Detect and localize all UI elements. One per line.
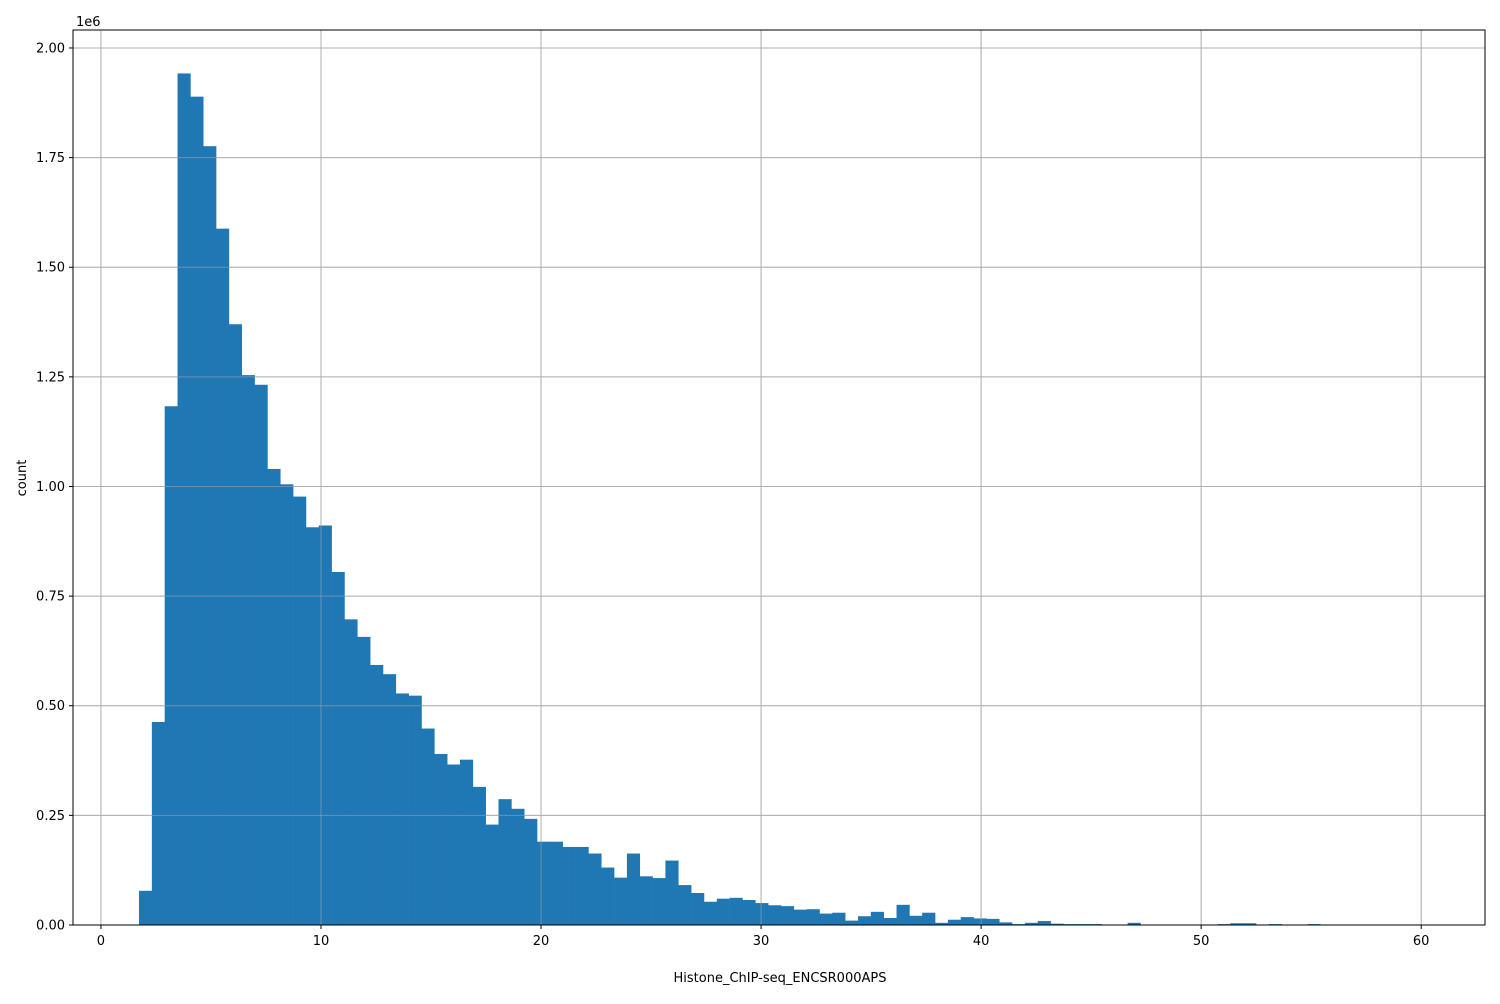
histogram-bar <box>1127 922 1141 925</box>
y-tick-label: 1.00 <box>36 480 65 495</box>
y-tick-label: 0.25 <box>36 809 65 824</box>
histogram-bar <box>447 764 461 925</box>
histogram-bar <box>999 922 1013 925</box>
x-tick-label: 50 <box>1193 934 1210 949</box>
y-tick-label: 0.50 <box>36 699 65 714</box>
y-axis-ticks: 0.00 0.25 0.50 0.75 1.00 1.25 1.50 1.75 2.00 <box>36 41 73 934</box>
histogram-bar <box>370 664 384 925</box>
y-tick-label: 1.50 <box>36 261 65 276</box>
histogram-bar <box>588 853 602 925</box>
histogram-bar <box>575 846 589 925</box>
histogram-bar <box>935 922 949 925</box>
histogram-bar <box>973 918 987 925</box>
histogram-bar <box>305 527 320 925</box>
histogram-bar <box>716 898 730 925</box>
x-tick-label: 20 <box>533 934 550 949</box>
histogram-bar <box>845 920 859 925</box>
y-tick-label: 0.00 <box>36 919 65 934</box>
histogram-bar <box>254 384 268 926</box>
histogram-bar <box>870 911 884 925</box>
histogram-bar <box>626 853 641 925</box>
histogram-bar <box>241 375 255 925</box>
histogram-bar <box>614 877 628 925</box>
histogram-bar <box>511 808 525 925</box>
histogram-bar <box>280 484 294 925</box>
histogram-bar <box>549 841 564 925</box>
histogram-bar <box>896 904 910 925</box>
y-tick-label: 1.75 <box>36 151 65 166</box>
histogram-bar <box>1037 921 1051 925</box>
histogram-bar <box>1050 923 1064 925</box>
x-tick-label: 40 <box>973 934 990 949</box>
histogram-bar <box>228 324 243 925</box>
histogram-bar <box>498 799 512 925</box>
histogram-bar <box>755 903 769 925</box>
histogram-bar <box>472 786 486 925</box>
histogram-bar <box>652 878 666 925</box>
histogram-bar <box>318 525 332 925</box>
histogram-bar <box>382 674 397 925</box>
y-tick-label: 0.75 <box>36 590 65 605</box>
x-tick-label: 0 <box>97 934 105 949</box>
histogram-bar <box>665 860 679 925</box>
x-axis-label: Histone_ChIP-seq_ENCSR000APS <box>674 971 887 986</box>
histogram-bar <box>395 693 409 925</box>
y-tick-label: 2.00 <box>36 41 65 56</box>
histogram-bar <box>139 890 153 925</box>
histogram-bar <box>408 695 422 925</box>
histogram-bar <box>639 876 653 925</box>
histogram-bar <box>434 753 448 925</box>
histogram-bar <box>459 759 474 925</box>
plot-frame <box>72 29 1486 926</box>
histogram-bar <box>780 906 795 925</box>
y-axis-label: count <box>15 460 30 497</box>
histogram-bar <box>678 885 692 925</box>
histogram-bar <box>537 841 551 925</box>
histogram-bar <box>151 721 165 925</box>
histogram-bar <box>601 867 615 925</box>
histogram-bar <box>729 897 743 925</box>
x-axis-ticks: 0 10 20 30 40 50 60 <box>97 925 1430 949</box>
histogram-bar <box>793 909 807 925</box>
histogram-bar <box>357 636 371 925</box>
histogram-bars <box>139 73 1321 926</box>
histogram-bar <box>909 915 923 925</box>
histogram-bar <box>858 916 872 925</box>
histogram-bar <box>216 228 230 926</box>
histogram-bar <box>177 73 191 926</box>
histogram-bar <box>562 846 576 925</box>
histogram-bar <box>986 918 1000 925</box>
histogram-bar <box>203 146 217 925</box>
y-offset-label: 1e6 <box>76 15 101 30</box>
histogram-bar <box>344 619 358 925</box>
histogram-bar <box>806 909 820 925</box>
histogram-bar <box>883 917 897 925</box>
x-tick-label: 10 <box>313 934 330 949</box>
histogram-bar <box>485 824 499 925</box>
histogram-bar <box>703 901 718 925</box>
histogram-bar <box>267 468 281 925</box>
histogram-bar <box>524 818 538 925</box>
histogram-bar <box>960 917 974 925</box>
histogram-bar <box>819 913 833 925</box>
histogram-bar <box>190 96 204 925</box>
y-tick-label: 1.25 <box>36 370 65 385</box>
histogram-bar <box>691 892 705 925</box>
histogram-bar <box>1243 923 1257 925</box>
histogram-bar <box>832 912 846 925</box>
histogram-bar <box>164 406 178 925</box>
x-tick-label: 60 <box>1413 934 1430 949</box>
histogram-bar <box>331 571 345 925</box>
histogram-bar <box>421 728 435 925</box>
histogram-bar <box>742 900 756 925</box>
histogram-bar <box>1024 922 1039 925</box>
histogram-bar <box>293 496 307 925</box>
x-tick-label: 30 <box>753 934 770 949</box>
histogram-bar <box>1230 923 1244 925</box>
histogram-bar <box>922 912 936 925</box>
histogram-bar <box>768 905 782 925</box>
histogram-bar <box>947 919 962 925</box>
